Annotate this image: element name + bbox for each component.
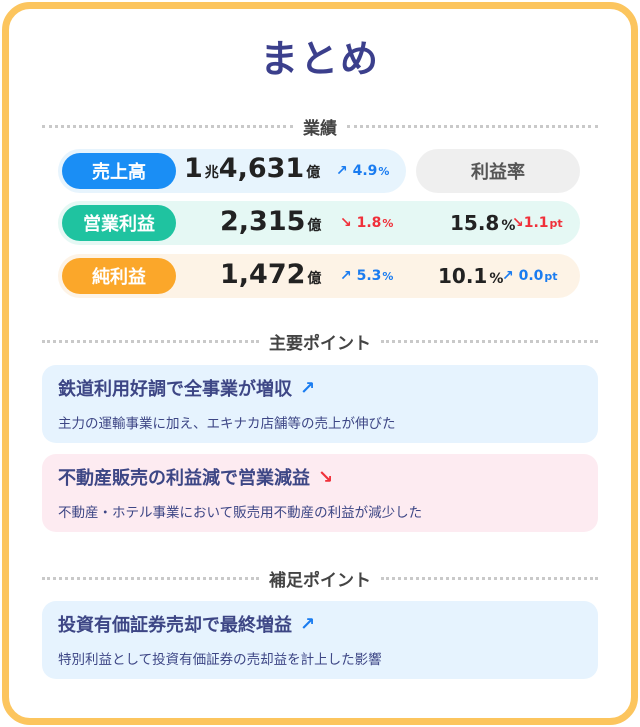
section-results: 業績: [42, 114, 598, 139]
point-card: 不動産販売の利益減で営業減益 ↘ 不動産・ホテル事業において販売用不動産の利益が減…: [42, 454, 598, 532]
page-title: まとめ: [259, 37, 380, 81]
net-margin-change: ↗ 0.0 pt: [502, 268, 558, 284]
point-title: 投資有価証券売却で最終増益: [58, 615, 292, 636]
net-profit-row: 純利益 1,472 億 ↗ 5.3% 10.1% ↗ 0.0 pt: [58, 254, 580, 298]
point-title: 鉄道利用好調で全事業が増収: [58, 379, 292, 400]
arrow-up-right-icon: ↗: [502, 268, 514, 284]
operating-margin: 15.8%: [450, 211, 516, 235]
supplement-card: 投資有価証券売却で最終増益 ↗ 特別利益として投資有価証券の売却益を計上した影響: [42, 601, 598, 679]
arrow-up-right-icon: ↗: [340, 268, 352, 284]
revenue-row: 売上高 1 兆 4,631 億 ↗ 4.9%: [58, 149, 406, 193]
net-margin: 10.1%: [438, 264, 504, 288]
arrow-up-right-icon: ↗: [300, 613, 316, 635]
revenue-value: 1 兆 4,631 億: [184, 153, 321, 184]
margin-header: 利益率: [416, 149, 580, 193]
operating-profit-label: 営業利益: [62, 205, 176, 241]
net-profit-value: 1,472 億: [220, 259, 322, 290]
section-supplement-points: 補足ポイント: [42, 566, 598, 591]
arrow-up-right-icon: ↗: [336, 163, 348, 179]
arrow-up-right-icon: ↗: [300, 377, 316, 399]
arrow-down-right-icon: ↘: [512, 215, 524, 231]
operating-margin-change: ↘ 1.1 pt: [512, 215, 563, 231]
section-label: 業績: [303, 119, 337, 139]
point-desc: 不動産・ホテル事業において販売用不動産の利益が減少した: [58, 505, 423, 521]
section-label: 主要ポイント: [269, 334, 371, 354]
operating-profit-change: ↘ 1.8%: [340, 215, 394, 231]
net-profit-change: ↗ 5.3%: [340, 268, 394, 284]
point-title: 不動産販売の利益減で営業減益: [58, 468, 310, 489]
operating-profit-value: 2,315 億: [220, 206, 322, 237]
operating-profit-row: 営業利益 2,315 億 ↘ 1.8% 15.8% ↘ 1.1 pt: [58, 201, 580, 245]
net-profit-label: 純利益: [62, 258, 176, 294]
point-card: 鉄道利用好調で全事業が増収 ↗ 主力の運輸事業に加え、エキナカ店舗等の売上が伸びた: [42, 365, 598, 443]
section-label: 補足ポイント: [269, 571, 371, 591]
revenue-label: 売上高: [62, 153, 176, 189]
revenue-change: ↗ 4.9%: [336, 163, 390, 179]
point-desc: 主力の運輸事業に加え、エキナカ店舗等の売上が伸びた: [58, 416, 396, 432]
point-desc: 特別利益として投資有価証券の売却益を計上した影響: [58, 652, 382, 668]
arrow-down-right-icon: ↘: [318, 466, 334, 488]
section-main-points: 主要ポイント: [42, 329, 598, 354]
arrow-down-right-icon: ↘: [340, 215, 352, 231]
